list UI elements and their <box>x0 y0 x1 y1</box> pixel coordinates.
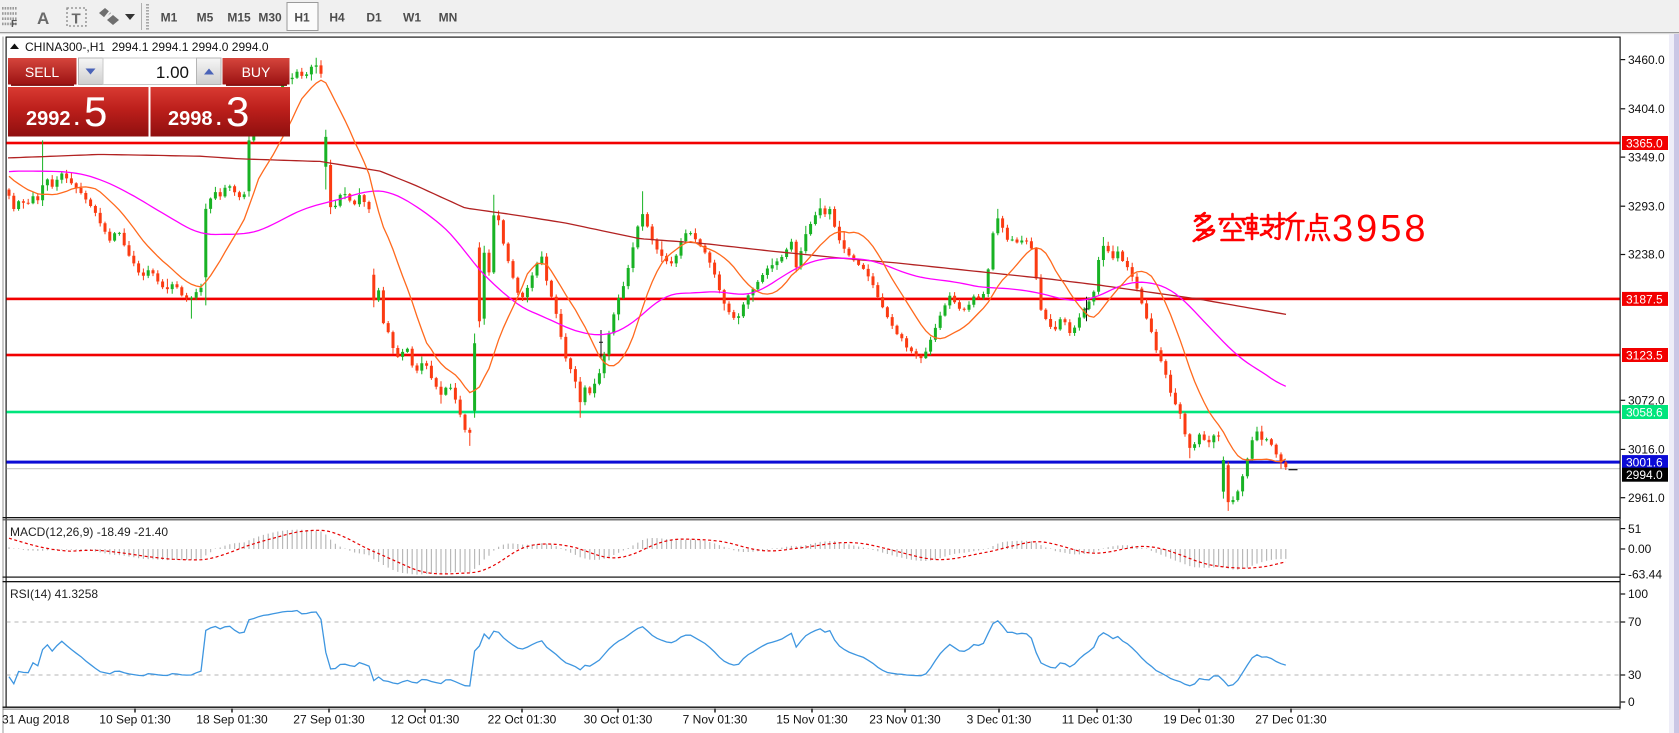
svg-text:18 Sep 01:30: 18 Sep 01:30 <box>196 713 268 727</box>
svg-text:3958: 3958 <box>1332 208 1429 250</box>
svg-text:T: T <box>72 11 81 28</box>
svg-text:3: 3 <box>226 88 249 135</box>
svg-text:W1: W1 <box>403 11 421 25</box>
svg-text:2994.0: 2994.0 <box>1626 468 1663 482</box>
svg-text:30 Oct 01:30: 30 Oct 01:30 <box>584 713 653 727</box>
svg-text:MACD(12,26,9) -18.49 -21.40: MACD(12,26,9) -18.49 -21.40 <box>10 525 168 539</box>
svg-text:M15: M15 <box>227 11 251 25</box>
svg-text:M1: M1 <box>161 11 178 25</box>
svg-text:SELL: SELL <box>25 64 59 80</box>
svg-text:3001.6: 3001.6 <box>1626 456 1663 470</box>
svg-text:CHINA300-,H1 2994.1 2994.1 29: CHINA300-,H1 2994.1 2994.1 2994.0 2994.0 <box>25 40 269 54</box>
svg-text:3072.0: 3072.0 <box>1628 394 1665 408</box>
svg-text:15 Nov 01:30: 15 Nov 01:30 <box>776 713 848 727</box>
svg-text:RSI(14) 41.3258: RSI(14) 41.3258 <box>10 587 98 601</box>
svg-text:3123.5: 3123.5 <box>1626 349 1663 363</box>
svg-text:3238.0: 3238.0 <box>1628 248 1665 262</box>
svg-text:3187.5: 3187.5 <box>1626 292 1663 306</box>
svg-text:M30: M30 <box>258 11 282 25</box>
svg-text:19 Dec 01:30: 19 Dec 01:30 <box>1163 713 1235 727</box>
svg-text:.: . <box>216 108 222 130</box>
svg-text:100: 100 <box>1628 587 1648 601</box>
svg-text:3365.0: 3365.0 <box>1626 137 1663 151</box>
svg-text:70: 70 <box>1628 615 1642 629</box>
svg-text:27 Sep 01:30: 27 Sep 01:30 <box>293 713 365 727</box>
svg-text:H1: H1 <box>294 11 310 25</box>
svg-text:3293.0: 3293.0 <box>1628 199 1665 213</box>
svg-text:3460.0: 3460.0 <box>1628 53 1665 67</box>
svg-text:2992: 2992 <box>26 108 71 130</box>
svg-text:.: . <box>74 108 80 130</box>
svg-text:7 Nov 01:30: 7 Nov 01:30 <box>683 713 748 727</box>
svg-text:A: A <box>37 9 49 28</box>
svg-text:3349.0: 3349.0 <box>1628 150 1665 164</box>
svg-text:3404.0: 3404.0 <box>1628 102 1665 116</box>
svg-text:11 Dec 01:30: 11 Dec 01:30 <box>1062 713 1133 727</box>
svg-text:2961.0: 2961.0 <box>1628 491 1665 505</box>
svg-text:0: 0 <box>1628 695 1635 709</box>
svg-text:22 Oct 01:30: 22 Oct 01:30 <box>488 713 557 727</box>
svg-text:31 Aug 2018: 31 Aug 2018 <box>2 713 70 727</box>
svg-text:3016.0: 3016.0 <box>1628 443 1665 457</box>
svg-text:1.00: 1.00 <box>156 63 189 82</box>
svg-text:23 Nov 01:30: 23 Nov 01:30 <box>869 713 941 727</box>
svg-text:-63.44: -63.44 <box>1628 568 1662 582</box>
svg-text:0.00: 0.00 <box>1628 542 1652 556</box>
svg-text:H4: H4 <box>329 11 345 25</box>
svg-text:3 Dec 01:30: 3 Dec 01:30 <box>967 713 1032 727</box>
svg-text:30: 30 <box>1628 668 1642 682</box>
svg-text:3058.6: 3058.6 <box>1626 406 1663 420</box>
svg-text:10 Sep 01:30: 10 Sep 01:30 <box>99 713 171 727</box>
svg-text:51: 51 <box>1628 522 1642 536</box>
svg-text:BUY: BUY <box>242 64 271 80</box>
svg-text:12 Oct 01:30: 12 Oct 01:30 <box>391 713 460 727</box>
svg-text:F: F <box>11 19 17 30</box>
svg-text:2998: 2998 <box>168 108 213 130</box>
svg-text:5: 5 <box>84 88 107 135</box>
svg-text:27 Dec 01:30: 27 Dec 01:30 <box>1255 713 1327 727</box>
svg-text:D1: D1 <box>366 11 382 25</box>
svg-text:MN: MN <box>439 11 458 25</box>
svg-text:M5: M5 <box>197 11 214 25</box>
